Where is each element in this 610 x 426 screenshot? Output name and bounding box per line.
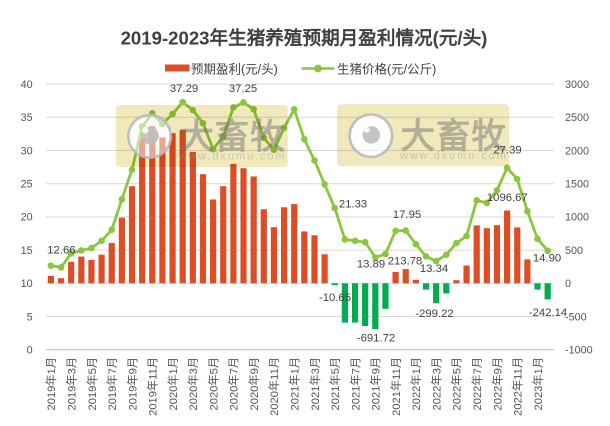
svg-text:2022年11月: 2022年11月 xyxy=(511,357,525,416)
svg-text:2500: 2500 xyxy=(565,112,589,124)
svg-text:2021年9月: 2021年9月 xyxy=(369,357,383,411)
svg-text:0: 0 xyxy=(565,278,571,290)
svg-text:1096.67: 1096.67 xyxy=(487,192,528,204)
svg-text:13.34: 13.34 xyxy=(420,263,448,275)
svg-text:500: 500 xyxy=(565,245,583,257)
svg-text:2019年11月: 2019年11月 xyxy=(146,357,160,416)
svg-text:37.25: 37.25 xyxy=(229,83,257,95)
svg-text:2019年7月: 2019年7月 xyxy=(105,357,119,411)
svg-text:2020年11月: 2020年11月 xyxy=(267,357,281,416)
svg-text:-691.72: -691.72 xyxy=(357,333,395,345)
svg-text:-500: -500 xyxy=(565,311,587,323)
svg-text:2021年7月: 2021年7月 xyxy=(348,357,362,411)
svg-text:40: 40 xyxy=(21,79,33,91)
svg-text:2019年3月: 2019年3月 xyxy=(65,357,79,411)
svg-text:2020年3月: 2020年3月 xyxy=(186,357,200,411)
svg-text:预期盈利(元/头): 预期盈利(元/头) xyxy=(191,63,278,77)
svg-text:35: 35 xyxy=(21,112,33,124)
svg-text:17.95: 17.95 xyxy=(393,209,421,221)
svg-text:2021年5月: 2021年5月 xyxy=(328,357,342,411)
svg-text:0: 0 xyxy=(27,345,33,357)
svg-text:2020年1月: 2020年1月 xyxy=(166,357,180,411)
svg-text:2020年5月: 2020年5月 xyxy=(206,357,220,411)
svg-text:-299.22: -299.22 xyxy=(415,308,453,320)
svg-text:2022年3月: 2022年3月 xyxy=(429,357,443,411)
svg-text:www.dxumu.com: www.dxumu.com xyxy=(399,150,508,162)
svg-text:2019年5月: 2019年5月 xyxy=(85,357,99,411)
svg-text:14.90: 14.90 xyxy=(533,253,561,265)
svg-text:2022年7月: 2022年7月 xyxy=(470,357,484,411)
svg-text:1000: 1000 xyxy=(565,212,589,224)
svg-text:2019年9月: 2019年9月 xyxy=(125,357,139,411)
svg-text:1500: 1500 xyxy=(565,179,589,191)
svg-text:27.39: 27.39 xyxy=(493,145,521,157)
svg-text:www.dxumu.com: www.dxumu.com xyxy=(178,151,287,163)
svg-text:25: 25 xyxy=(21,179,33,191)
svg-text:15: 15 xyxy=(21,245,33,257)
svg-text:13.89: 13.89 xyxy=(357,259,385,271)
svg-text:-242.14: -242.14 xyxy=(529,307,567,319)
svg-text:大畜牧: 大畜牧 xyxy=(401,117,508,156)
svg-text:12.66: 12.66 xyxy=(47,245,75,257)
svg-text:30: 30 xyxy=(21,145,33,157)
svg-text:2000: 2000 xyxy=(565,145,589,157)
svg-text:2019-2023年生猪养殖预期月盈利情况(元/头): 2019-2023年生猪养殖预期月盈利情况(元/头) xyxy=(121,27,488,48)
svg-text:2019年1月: 2019年1月 xyxy=(44,357,58,411)
svg-text:21.33: 21.33 xyxy=(339,199,367,211)
svg-text:3000: 3000 xyxy=(565,79,589,91)
svg-text:大畜牧: 大畜牧 xyxy=(179,118,286,157)
svg-text:10: 10 xyxy=(21,278,33,290)
svg-text:2020年7月: 2020年7月 xyxy=(227,357,241,411)
svg-text:20: 20 xyxy=(21,212,33,224)
svg-text:2021年3月: 2021年3月 xyxy=(308,357,322,411)
svg-text:2022年9月: 2022年9月 xyxy=(490,357,504,411)
svg-text:-1000: -1000 xyxy=(565,345,593,357)
svg-text:2020年9月: 2020年9月 xyxy=(247,357,261,411)
svg-text:37.29: 37.29 xyxy=(170,83,198,95)
svg-text:5: 5 xyxy=(27,311,33,323)
svg-text:生猪价格(元/公斤): 生猪价格(元/公斤) xyxy=(337,62,436,77)
svg-text:2022年5月: 2022年5月 xyxy=(450,357,464,411)
svg-text:2022年1月: 2022年1月 xyxy=(409,357,423,411)
svg-text:2023年1月: 2023年1月 xyxy=(531,357,545,411)
svg-text:2021年1月: 2021年1月 xyxy=(288,357,302,411)
svg-text:2021年11月: 2021年11月 xyxy=(389,357,403,416)
svg-text:-10.65: -10.65 xyxy=(319,292,351,304)
svg-text:213.78: 213.78 xyxy=(388,256,423,268)
